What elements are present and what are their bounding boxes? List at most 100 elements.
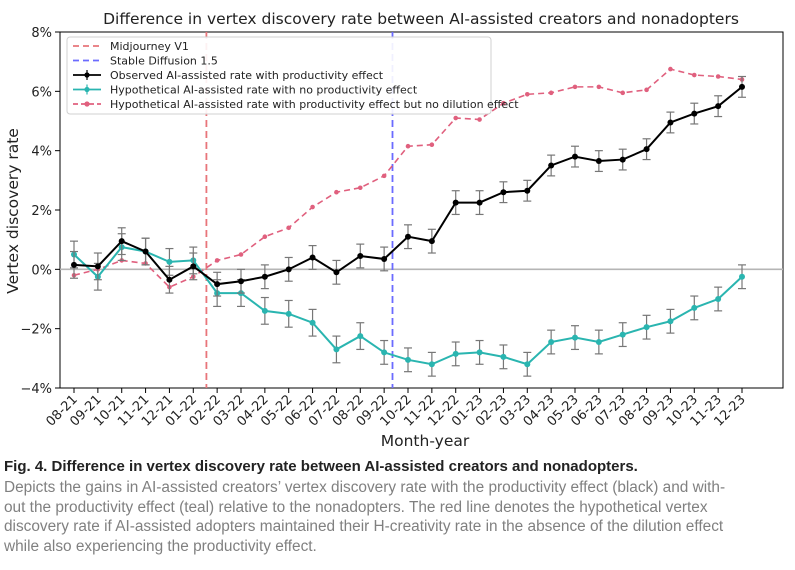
series-0-point <box>285 266 292 273</box>
series-2-point <box>524 92 530 97</box>
series-1-point <box>405 356 411 363</box>
legend-box <box>66 36 492 115</box>
series-1-point <box>333 346 340 353</box>
series-0-point <box>238 278 244 285</box>
series-1-point <box>667 318 674 325</box>
series-0-point <box>548 162 555 169</box>
y-tick-label: −2% <box>20 323 52 338</box>
series-1-point <box>643 324 650 331</box>
series-1-line <box>73 245 743 366</box>
series-0-point <box>476 199 483 206</box>
series-1-point <box>285 310 292 317</box>
chart-title: Difference in vertex discovery rate betw… <box>103 10 739 28</box>
series-0-point <box>357 252 364 259</box>
series-2-point <box>310 204 315 210</box>
series-0-point <box>190 263 197 270</box>
series-2-point <box>644 87 649 93</box>
series-1-point <box>715 296 722 302</box>
series-0-point <box>309 254 316 261</box>
series-2-point <box>715 74 721 79</box>
series-0-point <box>667 119 674 126</box>
series-2-point <box>429 142 435 148</box>
legend-label: Observed AI-assisted rate with productiv… <box>110 69 384 82</box>
legend-label: Stable Diffusion 1.5 <box>110 55 218 68</box>
series-1-point <box>572 334 578 341</box>
caption-line: while also experiencing the productivity… <box>4 537 317 555</box>
legend-marker <box>84 72 90 78</box>
series-1-point <box>452 350 459 357</box>
series-0-point <box>71 261 77 268</box>
series-0-point <box>118 238 125 245</box>
series-0-point <box>94 263 101 270</box>
series-1-point <box>381 349 388 356</box>
series-1-point <box>166 258 173 265</box>
legend-label: Midjourney V1 <box>110 40 189 53</box>
series-0-point <box>166 276 173 283</box>
series-0-point <box>739 83 745 90</box>
series-2-point <box>691 72 697 78</box>
series-2-point <box>572 84 578 90</box>
series-0-point <box>142 248 149 255</box>
caption-line: Depicts the gains in AI-assisted creator… <box>4 479 726 496</box>
series-2-point <box>214 258 220 263</box>
series-1-point <box>524 361 531 368</box>
y-tick-label: 8% <box>31 26 52 41</box>
series-2-point <box>405 143 411 149</box>
series-0-point <box>333 269 340 276</box>
series-2-point <box>501 100 506 106</box>
x-axis-label: Month-year <box>381 432 470 450</box>
series-1-point <box>619 331 626 338</box>
legend: Midjourney V1 Stable Diffusion 1.5Observe… <box>66 36 519 115</box>
series-1-point <box>500 353 507 360</box>
series-0-point <box>572 153 578 160</box>
y-tick-label: 4% <box>31 145 52 160</box>
series-0-point <box>691 110 698 117</box>
series-2-point <box>548 90 554 96</box>
legend-marker <box>84 101 90 107</box>
series-1-point <box>595 339 602 346</box>
series-1-point <box>309 319 316 326</box>
series-0-point <box>595 158 602 165</box>
series-0-line <box>73 86 743 286</box>
series-2-point <box>668 66 673 72</box>
series-2-point <box>286 225 292 231</box>
series-0-point <box>428 238 435 245</box>
caption-line: discovery rate if AI-assisted adopters m… <box>4 518 724 535</box>
y-tick-label: −4% <box>20 382 52 397</box>
series-0-point <box>405 233 411 240</box>
series-0-point <box>500 189 507 196</box>
legend-marker <box>84 86 90 93</box>
line-chart: Difference in vertex discovery rate betw… <box>4 10 784 450</box>
series-2-point <box>381 173 387 179</box>
series-0-point <box>214 281 221 288</box>
y-tick-label: 2% <box>31 204 52 219</box>
series-0-point <box>261 273 268 280</box>
series-2-point <box>620 90 626 96</box>
legend-label: Hypothetical AI-assisted rate with no pr… <box>110 84 418 97</box>
series-0-point <box>643 146 650 153</box>
caption-body: Depicts the gains in AI-assisted creator… <box>4 478 789 556</box>
series-2-point <box>596 84 602 90</box>
figure-caption: Fig. 4. Difference in vertex discovery r… <box>4 458 789 556</box>
series-0-point <box>381 255 388 262</box>
series-0-point <box>452 199 459 206</box>
legend-label: Hypothetical AI-assisted rate with produ… <box>110 98 519 111</box>
series-2-point <box>238 252 244 257</box>
y-axis-label: Vertex discovery rate <box>4 128 22 294</box>
y-tick-label: 6% <box>31 85 52 100</box>
series-0-point <box>619 156 626 163</box>
series-1-point <box>261 307 268 314</box>
series-2-point <box>262 234 268 239</box>
series-1-point <box>691 304 698 311</box>
series-1-point <box>548 339 555 346</box>
caption-title: Fig. 4. Difference in vertex discovery r… <box>4 458 638 475</box>
series-2-point <box>453 115 459 121</box>
series-1-point <box>476 349 483 356</box>
series-0-point <box>524 187 531 194</box>
series-1-point <box>428 361 435 368</box>
series-2-point <box>334 189 339 195</box>
caption-line: out the productivity effect (teal) relat… <box>4 498 708 516</box>
series-2-point <box>477 117 482 122</box>
y-tick-label: 0% <box>31 263 52 278</box>
series-0-point <box>715 103 722 110</box>
